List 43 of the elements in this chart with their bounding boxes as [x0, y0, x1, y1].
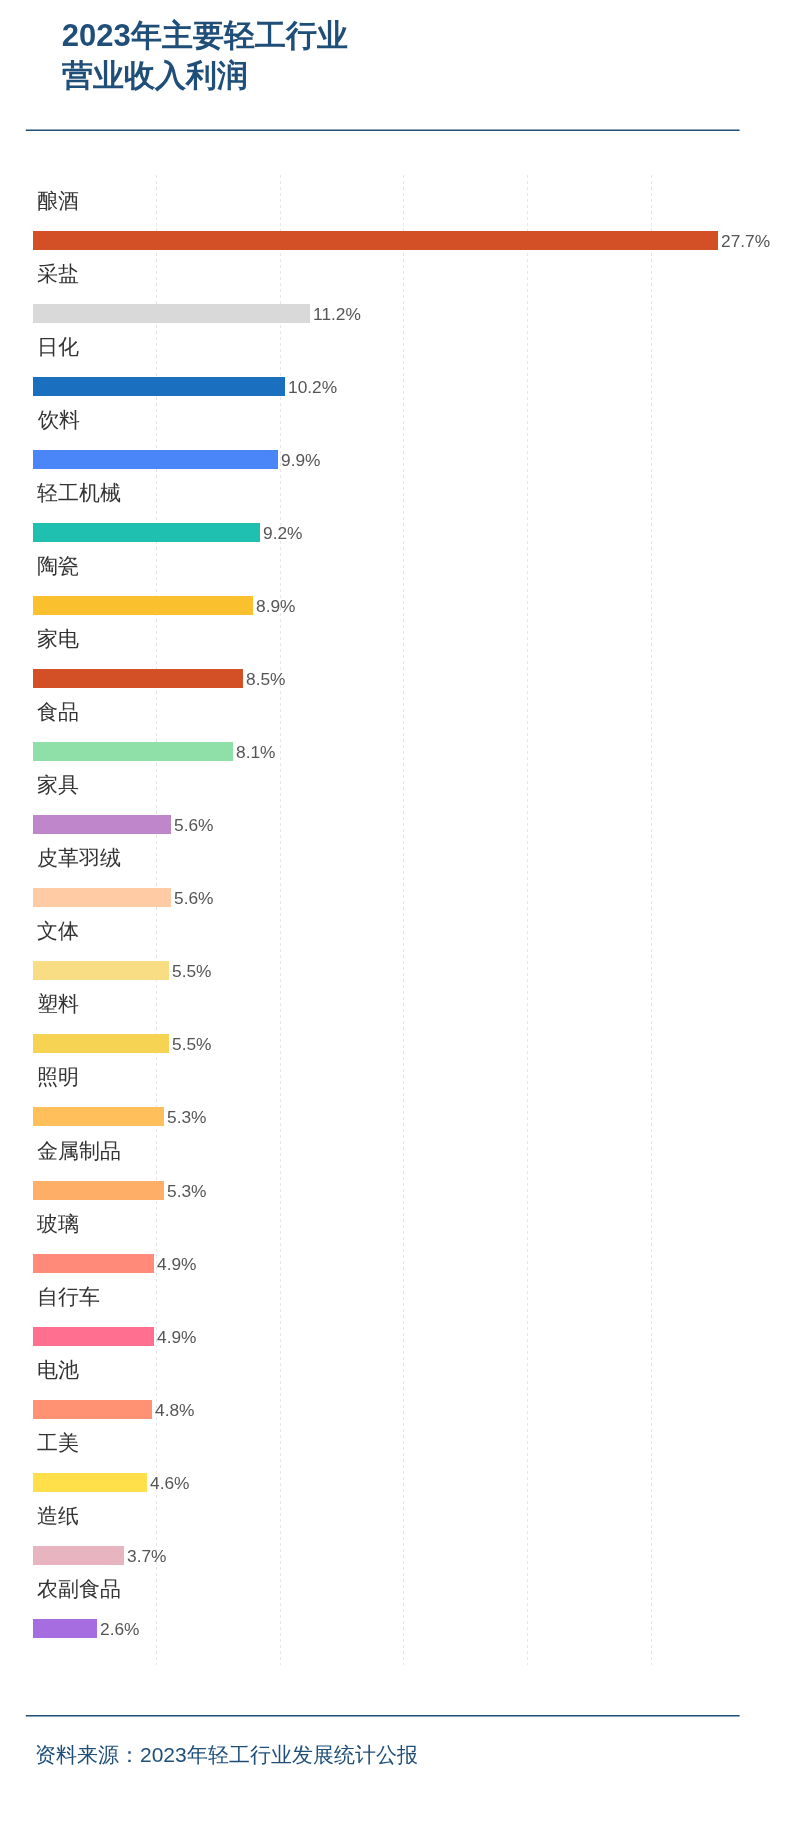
- y-tick-label: 造纸: [37, 1504, 79, 1527]
- y-tick-label: 家具: [37, 773, 79, 796]
- y-tick-label: 塑料: [37, 992, 79, 1015]
- y-tick-label: 食品: [37, 700, 79, 723]
- y-tick-label: 日化: [37, 335, 79, 358]
- data-label: 3.7%: [127, 1545, 167, 1566]
- y-tick-label: 酿酒: [37, 189, 79, 212]
- data-label: 5.6%: [174, 814, 214, 835]
- y-tick-label: 家电: [37, 627, 79, 650]
- y-tick-label: 农副食品: [37, 1577, 121, 1600]
- chart-subtitle: 营业收入利润: [61, 58, 248, 94]
- data-label: 5.5%: [172, 960, 212, 981]
- data-label: 10.2%: [288, 376, 338, 397]
- data-label: 5.6%: [174, 887, 214, 908]
- data-label: 8.9%: [256, 595, 296, 616]
- data-label: 4.9%: [157, 1253, 197, 1274]
- y-tick-label: 皮革羽绒: [37, 846, 121, 869]
- data-label: 9.2%: [263, 522, 303, 543]
- y-tick-label: 工美: [37, 1431, 79, 1454]
- data-label: 5.5%: [172, 1033, 212, 1054]
- data-label: 5.3%: [167, 1180, 207, 1201]
- text: 资料来源：2023年轻工行业发展统计公报: [35, 1743, 418, 1766]
- data-label: 5.3%: [167, 1106, 207, 1127]
- y-tick-label: 采盐: [37, 262, 79, 285]
- data-label: 27.7%: [721, 230, 771, 251]
- data-label: 4.9%: [157, 1326, 197, 1347]
- chart-title: 2023年主要轻工行业: [61, 17, 348, 53]
- data-label: 8.1%: [236, 741, 276, 762]
- data-label: 2.6%: [100, 1618, 140, 1639]
- y-tick-label: 饮料: [37, 408, 80, 431]
- y-tick-label: 轻工机械: [37, 481, 121, 504]
- data-label: 4.8%: [155, 1399, 195, 1420]
- y-tick-label: 陶瓷: [37, 554, 79, 577]
- y-tick-label: 玻璃: [37, 1212, 79, 1235]
- y-tick-label: 电池: [37, 1358, 79, 1381]
- y-tick-label: 文体: [37, 919, 79, 942]
- y-tick-label: 金属制品: [37, 1139, 121, 1162]
- y-tick-label: 自行车: [37, 1285, 100, 1308]
- data-label: 9.9%: [281, 449, 321, 470]
- data-label: 11.2%: [313, 303, 361, 324]
- data-label: 8.5%: [246, 668, 286, 689]
- y-tick-label: 照明: [37, 1065, 79, 1088]
- data-label: 4.6%: [150, 1472, 190, 1493]
